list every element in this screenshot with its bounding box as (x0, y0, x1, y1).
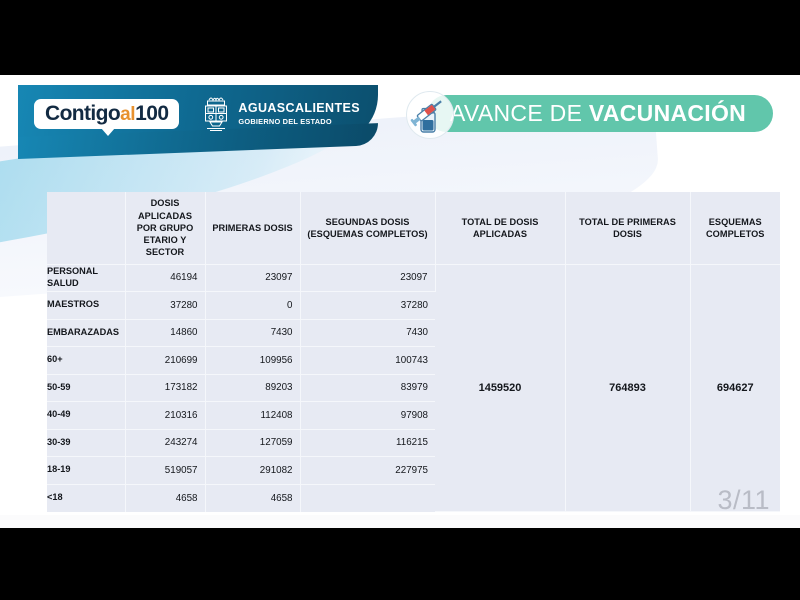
column-header-segundas-dosis: SEGUNDAS DOSIS (ESQUEMAS COMPLETOS) (300, 192, 436, 265)
presentation-slide: Contigoal100 (0, 75, 800, 528)
cell-segundas-dosis: 23097 (300, 264, 436, 292)
row-label: 60+ (47, 346, 126, 375)
cell-dosis-aplicadas: 210699 (125, 346, 206, 375)
row-label: PERSONAL SALUD (47, 264, 126, 292)
vaccine-syringe-icon (406, 91, 454, 139)
vaccination-table-container: DOSIS APLICADAS POR GRUPO ETARIO Y SECTO… (47, 192, 780, 515)
table-head: DOSIS APLICADAS POR GRUPO ETARIO Y SECTO… (47, 192, 780, 265)
cell-dosis-aplicadas: 4658 (125, 484, 206, 512)
cell-primeras-dosis: 7430 (205, 319, 301, 347)
row-label: <18 (47, 484, 126, 512)
column-header-total-primeras-dosis: TOTAL DE PRIMERAS DOSIS (565, 192, 691, 265)
contigo-al-100-logo: Contigoal100 (34, 99, 180, 136)
table-row: <18 4658 4658 (47, 484, 780, 512)
cell-dosis-aplicadas: 519057 (125, 456, 206, 485)
table-row: 40-49 210316 112408 97908 (47, 401, 780, 430)
cell-dosis-aplicadas: 210316 (125, 401, 206, 430)
slide-title-pill: AVANCE DE VACUNACIÓN (428, 95, 773, 132)
table-row: PERSONAL SALUD 46194 23097 23097 1459520… (47, 264, 780, 512)
logo-word-contigo: Contigo (45, 102, 121, 125)
column-header-blank (47, 192, 126, 265)
cell-total-dosis-aplicadas: 1459520 (435, 264, 566, 512)
row-label: MAESTROS (47, 291, 126, 320)
slide-bottom-strip (0, 515, 800, 528)
column-header-total-dosis-aplicadas: TOTAL DE DOSIS APLICADAS (435, 192, 566, 265)
row-label: 18-19 (47, 456, 126, 485)
cell-segundas-dosis: 97908 (300, 401, 435, 430)
cell-segundas-dosis: 37280 (300, 291, 435, 320)
cell-dosis-aplicadas: 14860 (125, 319, 206, 347)
cell-dosis-aplicadas: 243274 (125, 429, 206, 457)
page-title: AVANCE DE VACUNACIÓN (450, 100, 746, 127)
cell-primeras-dosis: 109956 (205, 346, 301, 375)
cell-segundas-dosis: 227975 (300, 456, 435, 485)
aguascalientes-coat-of-arms-icon (205, 97, 228, 131)
table-header-row: DOSIS APLICADAS POR GRUPO ETARIO Y SECTO… (47, 192, 780, 265)
column-header-dosis-aplicadas: DOSIS APLICADAS POR GRUPO ETARIO Y SECTO… (125, 192, 206, 265)
cell-segundas-dosis: 83979 (300, 374, 435, 402)
column-header-primeras-dosis: PRIMERAS DOSIS (205, 192, 301, 265)
cell-primeras-dosis: 127059 (205, 429, 301, 457)
table-row: 30-39 243274 127059 116215 (47, 429, 780, 457)
row-label: EMBARAZADAS (47, 319, 126, 347)
cell-primeras-dosis: 0 (205, 291, 301, 320)
government-lockup: AGUASCALIENTES GOBIERNO DEL ESTADO (201, 95, 360, 133)
table-row: 18-19 519057 291082 227975 (47, 456, 780, 485)
logo-word-100: 100 (135, 102, 169, 125)
vaccination-table: DOSIS APLICADAS POR GRUPO ETARIO Y SECTO… (47, 192, 780, 512)
table-row: 50-59 173182 89203 83979 (47, 374, 780, 402)
page-title-prefix: AVANCE DE (450, 100, 589, 126)
cell-segundas-dosis: 7430 (300, 319, 435, 347)
table-body: PERSONAL SALUD 46194 23097 23097 1459520… (47, 264, 780, 512)
brand-banner: Contigoal100 (18, 85, 378, 143)
cell-primeras-dosis: 23097 (205, 264, 301, 292)
row-label: 40-49 (47, 401, 126, 430)
government-subtitle: GOBIERNO DEL ESTADO (238, 116, 332, 126)
cell-segundas-dosis: 100743 (300, 346, 435, 375)
logo-word-al: al (120, 104, 136, 125)
cell-dosis-aplicadas: 173182 (125, 374, 206, 402)
row-label: 30-39 (47, 429, 126, 457)
government-state-name: AGUASCALIENTES (238, 101, 360, 116)
table-row: 60+ 210699 109956 100743 (47, 346, 780, 375)
government-text: AGUASCALIENTES GOBIERNO DEL ESTADO (238, 101, 360, 126)
row-label: 50-59 (47, 374, 126, 402)
cell-total-primeras-dosis: 764893 (565, 264, 691, 512)
table-row: EMBARAZADAS 14860 7430 7430 (47, 319, 780, 347)
cell-primeras-dosis: 112408 (205, 401, 301, 430)
cell-segundas-dosis: 116215 (300, 429, 435, 457)
cell-dosis-aplicadas: 37280 (125, 291, 206, 320)
cell-esquemas-completos: 694627 (690, 264, 780, 512)
cell-primeras-dosis: 291082 (205, 456, 301, 485)
cell-primeras-dosis: 4658 (205, 484, 301, 512)
column-header-esquemas-completos: ESQUEMAS COMPLETOS (690, 192, 780, 265)
cell-dosis-aplicadas: 46194 (125, 264, 206, 292)
page-title-emphasis: VACUNACIÓN (588, 100, 747, 126)
cell-primeras-dosis: 89203 (205, 374, 301, 402)
cell-segundas-dosis (300, 484, 435, 512)
